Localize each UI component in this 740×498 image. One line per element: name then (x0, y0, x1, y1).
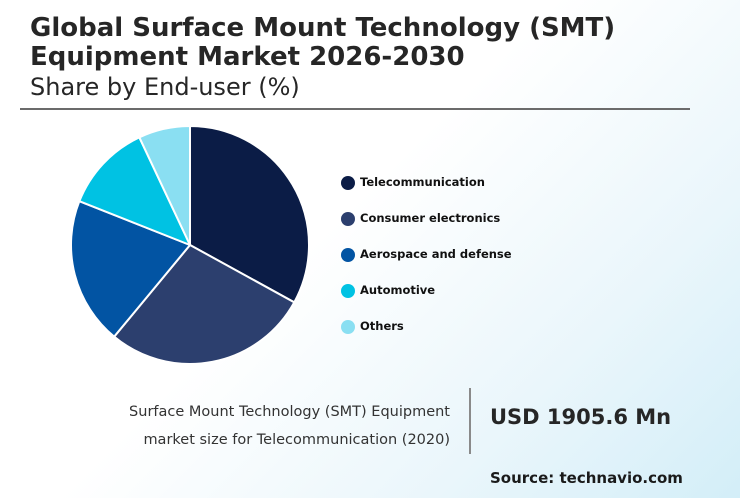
caption-divider (469, 388, 471, 454)
legend-label-aerospace-and-defense: Aerospace and defense (360, 247, 512, 261)
legend-swatch-telecommunication (341, 176, 355, 190)
market-size-value: USD 1905.6 Mn (490, 405, 672, 429)
source-label: Source: technavio.com (490, 469, 683, 487)
legend-label-automotive: Automotive (360, 283, 436, 297)
legend-swatch-aerospace-and-defense (341, 248, 355, 262)
legend-label-telecommunication: Telecommunication (360, 175, 485, 189)
legend-swatch-others (341, 320, 355, 334)
legend-label-consumer-electronics: Consumer electronics (360, 211, 501, 225)
pie-slice-consumer-electronics (112, 243, 296, 365)
chart-title: Global Surface Mount Technology (SMT) Eq… (30, 13, 616, 72)
pie-slice-others (138, 124, 191, 246)
legend-label-others: Others (360, 319, 404, 333)
caption-line-1: Surface Mount Technology (SMT) Equipment (129, 404, 450, 420)
caption-line-2: market size for Telecommunication (2020) (143, 432, 450, 448)
pie-slice-aerospace-and-defense (70, 199, 192, 339)
legend-swatch-consumer-electronics (341, 212, 355, 226)
title-divider (20, 108, 690, 110)
legend-swatch-automotive (341, 284, 355, 298)
pie-slice-telecommunication (189, 124, 310, 304)
market-size-caption: Surface Mount Technology (SMT) Equipment… (129, 398, 450, 454)
pie-slice-automotive (78, 135, 192, 247)
chart-subtitle: Share by End-user (%) (30, 73, 300, 101)
